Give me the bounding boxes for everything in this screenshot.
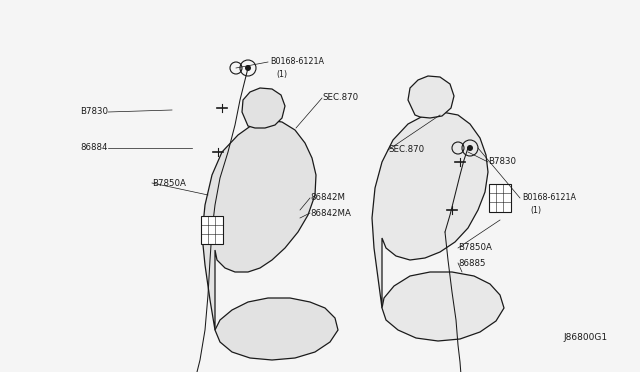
Polygon shape <box>372 112 488 308</box>
Text: B7830: B7830 <box>80 108 108 116</box>
Bar <box>489 184 511 212</box>
Text: B0168-6121A: B0168-6121A <box>270 58 324 67</box>
Text: B7830: B7830 <box>488 157 516 167</box>
Text: (1): (1) <box>276 70 287 78</box>
Text: B7850A: B7850A <box>152 179 186 187</box>
Circle shape <box>245 65 251 71</box>
Polygon shape <box>215 298 338 360</box>
Polygon shape <box>202 120 316 330</box>
Polygon shape <box>382 272 504 341</box>
Text: 86884: 86884 <box>81 144 108 153</box>
Text: 86885: 86885 <box>458 259 486 267</box>
Circle shape <box>467 145 473 151</box>
Text: J86800G1: J86800G1 <box>564 334 608 343</box>
Text: 86842MA: 86842MA <box>310 208 351 218</box>
Text: B0168-6121A: B0168-6121A <box>522 193 576 202</box>
Text: B7850A: B7850A <box>458 244 492 253</box>
Text: 86842M: 86842M <box>310 193 345 202</box>
Bar <box>201 216 223 244</box>
Text: (1): (1) <box>530 205 541 215</box>
Polygon shape <box>242 88 285 128</box>
Polygon shape <box>408 76 454 118</box>
Text: SEC.870: SEC.870 <box>388 145 424 154</box>
Text: SEC.870: SEC.870 <box>322 93 358 103</box>
